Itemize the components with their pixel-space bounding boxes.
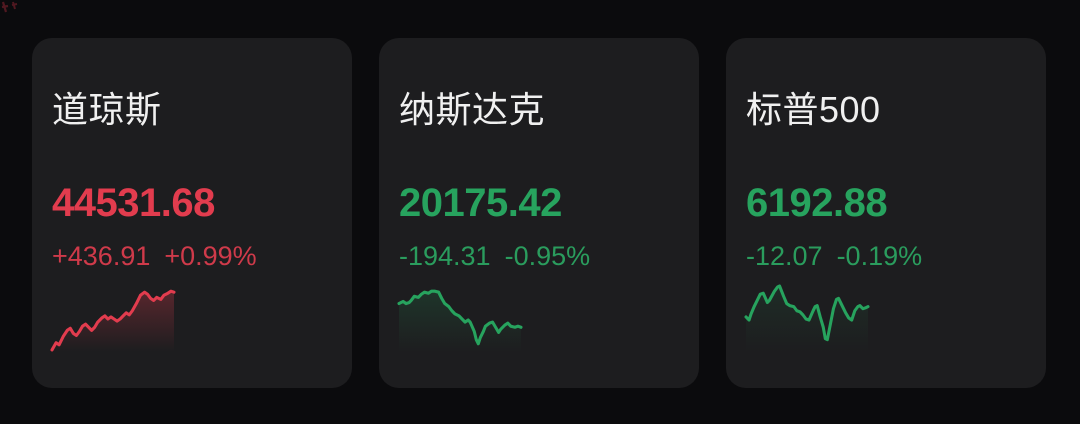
index-change-value: -12.07 bbox=[746, 241, 823, 271]
index-change-percent: -0.95% bbox=[504, 241, 591, 271]
index-price: 44531.68 bbox=[52, 181, 215, 225]
index-card-sp500[interactable]: 标普500 6192.88 -12.07 -0.19% bbox=[726, 38, 1046, 388]
index-card-dow-jones[interactable]: 道琼斯 44531.68 +436.91 +0.99% bbox=[32, 38, 352, 388]
index-change-row: +436.91 +0.99% bbox=[52, 241, 332, 272]
corner-red-artifact bbox=[1, 1, 18, 13]
index-change-percent: -0.19% bbox=[836, 241, 923, 271]
index-change-value: -194.31 bbox=[399, 241, 491, 271]
index-price: 20175.42 bbox=[399, 181, 562, 225]
index-change-percent: +0.99% bbox=[164, 241, 257, 271]
sparkline-chart bbox=[397, 289, 523, 352]
index-change-value: +436.91 bbox=[52, 241, 151, 271]
index-card-nasdaq[interactable]: 纳斯达克 20175.42 -194.31 -0.95% bbox=[379, 38, 699, 388]
index-change-row: -12.07 -0.19% bbox=[746, 241, 1026, 272]
index-name: 纳斯达克 bbox=[399, 89, 546, 130]
index-name: 道琼斯 bbox=[52, 89, 162, 130]
index-change-row: -194.31 -0.95% bbox=[399, 241, 679, 272]
sparkline-chart bbox=[744, 284, 870, 352]
index-price: 6192.88 bbox=[746, 181, 888, 225]
index-cards-row: 道琼斯 44531.68 +436.91 +0.99% 纳斯达克 20175.4… bbox=[32, 38, 1046, 388]
index-name: 标普500 bbox=[746, 89, 881, 130]
sparkline-chart bbox=[50, 289, 176, 352]
